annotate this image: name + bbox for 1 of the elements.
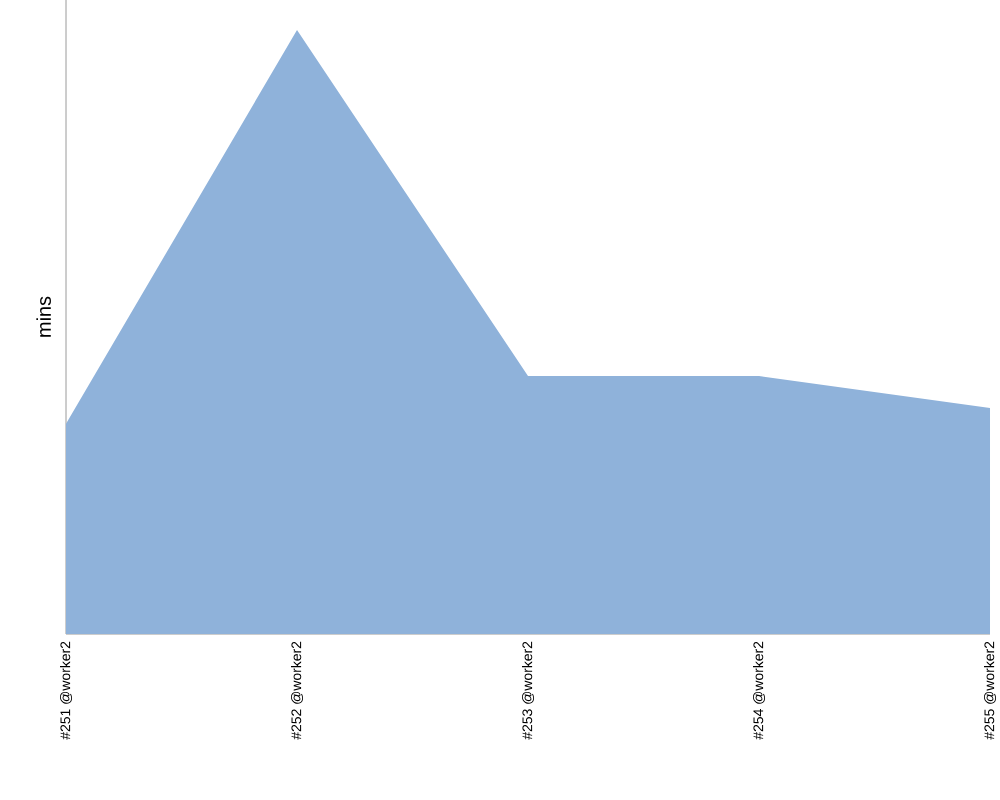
y-axis-title: mins	[36, 296, 51, 337]
